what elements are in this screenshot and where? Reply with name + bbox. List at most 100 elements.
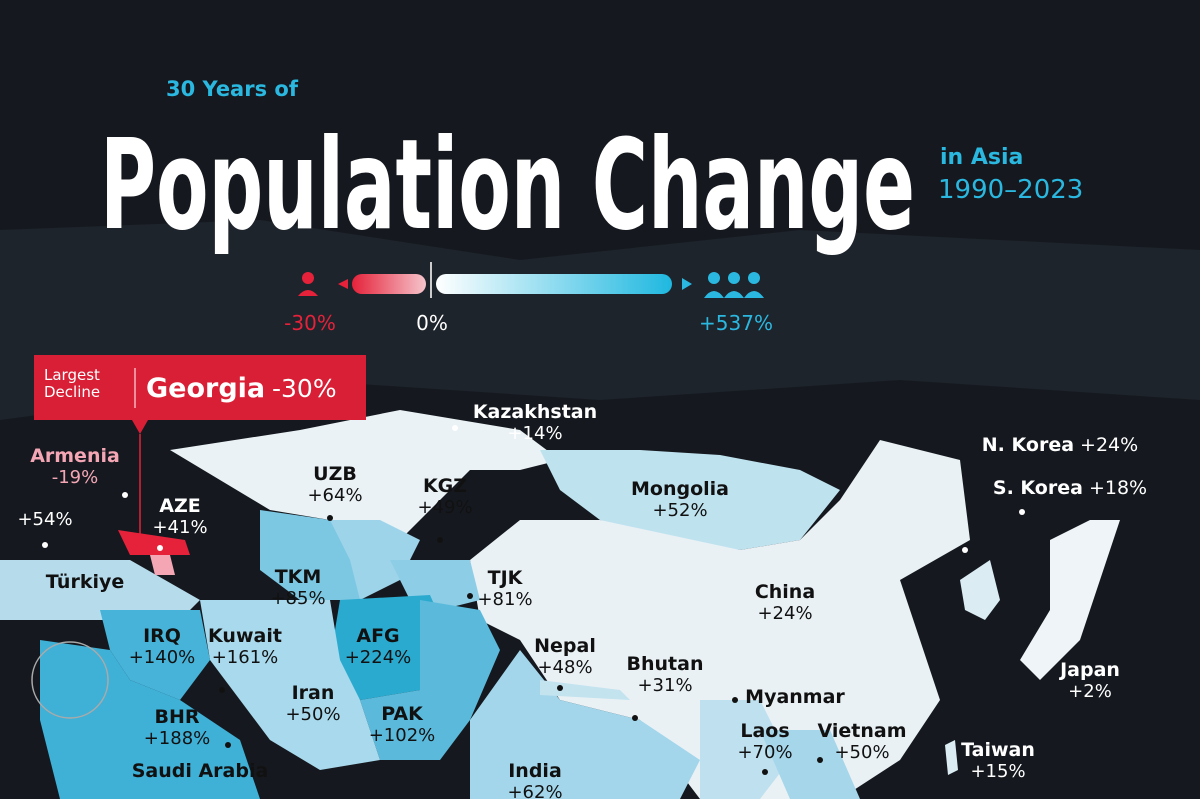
- country-change: +62%: [507, 782, 562, 799]
- callout-change: -30%: [272, 374, 337, 403]
- country-name: Laos: [740, 720, 789, 742]
- country-change: +15%: [970, 761, 1025, 782]
- country-change: +24%: [757, 603, 812, 624]
- country-change: +64%: [307, 485, 362, 506]
- country-change: +70%: [737, 742, 792, 763]
- country-name: Vietnam: [818, 720, 907, 742]
- laos-vietnam: [760, 730, 860, 799]
- uzbekistan: [330, 520, 420, 600]
- country-label: N. Korea +24%: [982, 434, 1138, 456]
- country-label: S. Korea +18%: [993, 477, 1147, 499]
- turkiye: [0, 560, 200, 620]
- armenia: [150, 555, 175, 575]
- country-change: +52%: [652, 500, 707, 521]
- country-name: KGZ: [423, 475, 467, 497]
- period: 1990–2023: [938, 175, 1083, 205]
- country-labels: Kazakhstan+14% UZB+64% KGZ+49% Mongolia+52%…: [17, 401, 1147, 799]
- leader-dot: [1019, 509, 1025, 515]
- legend-arrow: [682, 278, 692, 290]
- country-name: Myanmar: [745, 686, 845, 708]
- leader-dot: [762, 769, 768, 775]
- country-name: India: [508, 760, 562, 782]
- leader-dot: [557, 685, 563, 691]
- country-name: Kazakhstan: [473, 401, 597, 423]
- legend: -30% 0% +537%: [284, 262, 773, 335]
- leader-dot: [732, 697, 738, 703]
- country-name: AFG: [356, 625, 399, 647]
- taiwan: [945, 740, 958, 775]
- country-change: +48%: [537, 657, 592, 678]
- leader-dot: [225, 742, 231, 748]
- legend-arrow: [338, 279, 348, 289]
- country-change: +49%: [417, 497, 472, 518]
- country-change: +2%: [1068, 681, 1112, 702]
- country-name: IRQ: [143, 625, 181, 647]
- country-name: Armenia: [30, 445, 120, 467]
- country-name: N. Korea: [982, 434, 1074, 456]
- georgia: [118, 530, 190, 555]
- country-name: Taiwan: [961, 739, 1035, 761]
- iran: [200, 600, 380, 770]
- callout-pointer: [132, 420, 148, 434]
- country-change: +14%: [507, 423, 562, 444]
- country-change: +50%: [285, 704, 340, 725]
- callout-tag-wrap: Largest Decline: [44, 367, 101, 401]
- korea: [960, 560, 1000, 620]
- legend-max: +537%: [699, 311, 773, 335]
- leader-dot: [437, 537, 443, 543]
- country-name: TKM: [275, 566, 322, 588]
- country-change: +24%: [1080, 434, 1138, 456]
- country-name: PAK: [381, 703, 424, 725]
- callout: Largest Decline Georgia -30%: [34, 355, 366, 535]
- country-change: -19%: [52, 467, 99, 488]
- india: [470, 650, 700, 799]
- callout-box: [34, 355, 366, 420]
- region: in Asia: [940, 145, 1023, 170]
- country-name: TJK: [488, 567, 524, 589]
- country-change: +31%: [637, 675, 692, 696]
- country-change: +18%: [1089, 477, 1147, 499]
- country-name: Japan: [1058, 659, 1120, 681]
- legend-icon-decline: [302, 272, 314, 284]
- country-name: Türkiye: [46, 571, 124, 593]
- country-name: Kuwait: [208, 625, 282, 647]
- country-change: +188%: [144, 728, 211, 749]
- nepal: [540, 680, 630, 700]
- country-change: +102%: [369, 725, 436, 746]
- legend-mid: 0%: [416, 311, 448, 335]
- leader-dot: [42, 542, 48, 548]
- saudi-arabia: [40, 640, 260, 799]
- country-change: +81%: [477, 589, 532, 610]
- callout-country: Georgia: [146, 373, 265, 404]
- country-name: S. Korea: [993, 477, 1083, 499]
- legend-min: -30%: [284, 311, 336, 335]
- country-name: AZE: [159, 495, 200, 517]
- country-name: Saudi Arabia: [132, 760, 269, 782]
- country-name: China: [755, 581, 815, 603]
- inset-circle: [31, 641, 109, 719]
- callout-tag: Largest Decline: [44, 367, 101, 401]
- country-change: +161%: [212, 647, 279, 668]
- leader-dot: [157, 545, 163, 551]
- country-name: Nepal: [534, 635, 596, 657]
- country-name: Iran: [292, 682, 335, 704]
- myanmar: [700, 700, 790, 799]
- map-regions: [0, 410, 1120, 799]
- legend-icon-decline: [298, 290, 318, 296]
- leader-dot: [122, 492, 128, 498]
- country-change: +54%: [17, 509, 72, 530]
- country-name: Bhutan: [627, 653, 704, 675]
- japan: [1020, 520, 1120, 680]
- country-change: +41%: [152, 517, 207, 538]
- leader-dot: [817, 757, 823, 763]
- country-change: +50%: [834, 742, 889, 763]
- kazakhstan: [170, 410, 560, 560]
- leader-dot: [467, 593, 473, 599]
- country-name: Mongolia: [631, 478, 729, 500]
- country-change: +224%: [345, 647, 412, 668]
- iraq: [100, 610, 210, 700]
- leader-dot: [452, 425, 458, 431]
- title: Population Change: [100, 113, 915, 258]
- china: [470, 440, 970, 799]
- country-change: +85%: [270, 588, 325, 609]
